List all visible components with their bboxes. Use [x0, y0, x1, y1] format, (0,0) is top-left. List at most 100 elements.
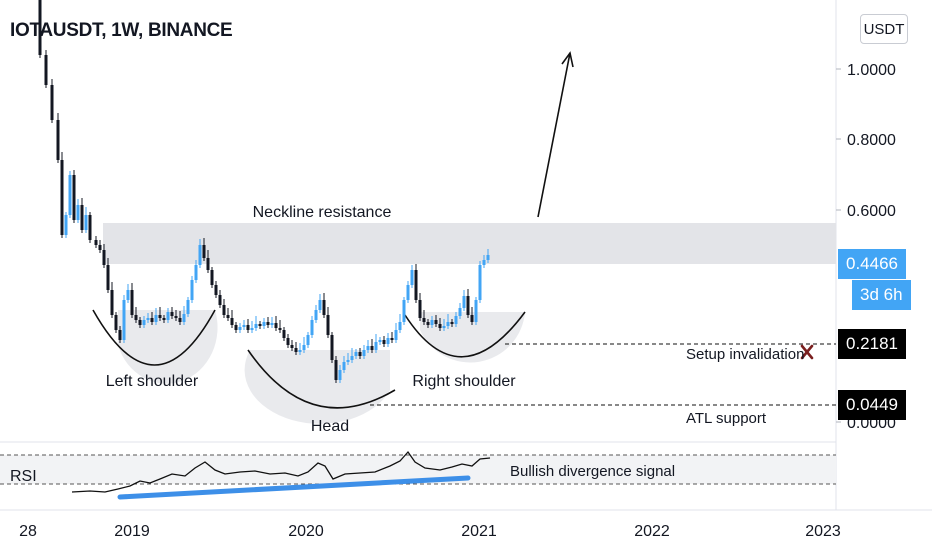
candle-body: [174, 316, 178, 318]
candle-body: [286, 338, 290, 345]
bullish-divergence-label: Bullish divergence signal: [510, 463, 675, 480]
projection-arrow-line: [537, 52, 571, 218]
x-tick-label: 2019: [114, 523, 150, 540]
candle-body: [390, 338, 394, 340]
candle-body: [414, 270, 418, 300]
candle-body: [94, 240, 98, 245]
candle-body: [146, 318, 150, 320]
countdown-tag: 3d 6h: [852, 280, 911, 310]
candle-body: [206, 258, 210, 270]
candle-body: [98, 245, 102, 250]
candle-body: [214, 285, 218, 295]
left-shoulder-label: Left shoulder: [106, 373, 199, 390]
candle-body: [418, 300, 422, 318]
candle-body: [102, 250, 106, 265]
rsi-line: [71, 450, 491, 493]
candle-body: [130, 290, 134, 315]
candle-body: [346, 360, 350, 362]
candle-body: [210, 270, 214, 285]
x-tick-label: 2023: [805, 523, 841, 540]
candle-body: [50, 85, 54, 120]
currency-button[interactable]: USDT: [860, 14, 908, 44]
candle-body: [178, 318, 182, 322]
projection-arrow-head: [561, 51, 574, 68]
candle-body: [88, 215, 92, 240]
candle-body: [118, 330, 122, 340]
candle-body: [154, 315, 158, 322]
x-tick-label: 28: [19, 523, 37, 540]
candle-body: [226, 315, 230, 318]
candle-body: [434, 320, 438, 324]
right-shoulder-fill: [420, 312, 525, 363]
x-ticks-group: 28 2019 2020 2021 2022 2023: [19, 523, 841, 540]
candle-body: [406, 285, 410, 300]
candle-body: [64, 215, 68, 235]
candle-body: [318, 300, 322, 310]
candle-body: [330, 335, 334, 360]
candle-body: [470, 315, 474, 322]
candle-body: [402, 300, 406, 322]
head-arc: [247, 349, 396, 409]
candle-body: [80, 205, 84, 230]
candle-body: [138, 320, 142, 325]
left-shoulder-arc: [92, 309, 216, 366]
candle-body: [122, 300, 126, 340]
candle-body: [126, 290, 130, 300]
left-shoulder-fill: [118, 310, 218, 384]
candle-body: [182, 314, 186, 322]
candle-body: [466, 296, 470, 315]
candle-body: [190, 280, 194, 300]
right-shoulder-arc: [404, 311, 526, 358]
candle-body: [374, 342, 378, 350]
candle-body: [382, 340, 386, 344]
candle-body: [238, 327, 242, 330]
candle-body: [474, 300, 478, 322]
candle-body: [482, 260, 486, 265]
head-label: Head: [311, 418, 349, 435]
candle-body: [338, 370, 342, 380]
candle-body: [56, 120, 60, 160]
candle-body: [334, 360, 338, 380]
candle-body: [222, 305, 226, 315]
candle-body: [302, 345, 306, 350]
candle-body: [314, 310, 318, 320]
candle-body: [76, 205, 80, 220]
candle-body: [362, 350, 366, 356]
chart-title: IOTAUSDT, 1W, BINANCE: [10, 20, 233, 41]
candle-body: [278, 328, 282, 330]
candle-body: [262, 322, 266, 326]
candle-body: [60, 160, 64, 235]
candle-body: [322, 300, 326, 315]
candle-body: [194, 265, 198, 280]
candle-body: [246, 325, 250, 330]
candle-body: [342, 362, 346, 370]
bullish-divergence-line: [117, 475, 471, 500]
candle-body: [462, 296, 466, 308]
candle-body: [72, 175, 76, 220]
candle-body: [274, 323, 278, 328]
candle-body: [250, 328, 254, 330]
candle-body: [38, 0, 42, 55]
candle-body: [294, 348, 298, 352]
candle-body: [350, 356, 354, 360]
neckline-label: Neckline resistance: [253, 204, 392, 221]
candle-body: [68, 175, 72, 215]
x-tick-label: 2021: [461, 523, 497, 540]
candle-body: [478, 265, 482, 300]
candle-body: [166, 312, 170, 320]
candle-body: [422, 318, 426, 322]
candle-body: [150, 318, 154, 322]
atl-price-tag: 0.0449: [838, 390, 906, 420]
candles-group: [38, 0, 490, 383]
invalidation-cross-icon: [800, 344, 814, 360]
candle-body: [430, 320, 434, 325]
candle-body: [106, 265, 110, 290]
candle-body: [306, 335, 310, 345]
candle-body: [438, 324, 442, 328]
candle-body: [290, 345, 294, 348]
candle-body: [258, 324, 262, 326]
candle-body: [410, 270, 414, 285]
head-fill: [244, 350, 390, 424]
candle-body: [254, 324, 258, 328]
